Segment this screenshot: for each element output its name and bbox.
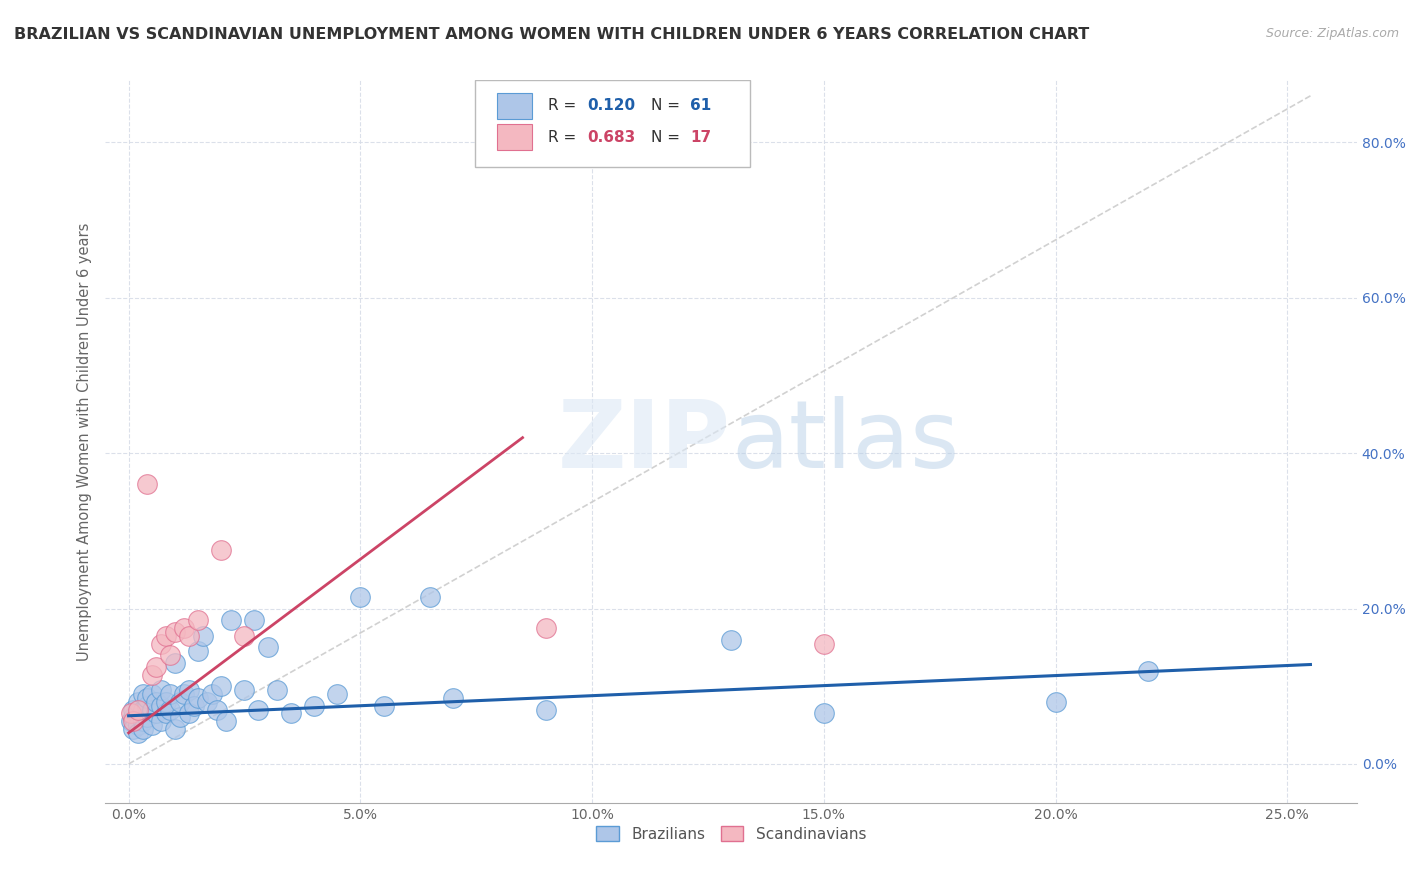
Point bbox=[145, 706, 167, 721]
Point bbox=[813, 706, 835, 721]
Point bbox=[177, 706, 200, 721]
Point bbox=[266, 683, 288, 698]
Point bbox=[187, 690, 209, 705]
Point bbox=[136, 690, 159, 705]
Legend: Brazilians, Scandinavians: Brazilians, Scandinavians bbox=[589, 818, 873, 849]
Point bbox=[141, 667, 163, 681]
Point bbox=[209, 543, 232, 558]
Point bbox=[534, 621, 557, 635]
Point bbox=[159, 648, 181, 663]
Text: BRAZILIAN VS SCANDINAVIAN UNEMPLOYMENT AMONG WOMEN WITH CHILDREN UNDER 6 YEARS C: BRAZILIAN VS SCANDINAVIAN UNEMPLOYMENT A… bbox=[14, 27, 1090, 42]
Point bbox=[155, 629, 177, 643]
Text: 0.120: 0.120 bbox=[588, 98, 636, 113]
Point bbox=[205, 702, 228, 716]
Text: ZIP: ZIP bbox=[558, 395, 731, 488]
Point bbox=[441, 690, 464, 705]
Point bbox=[169, 710, 191, 724]
Point bbox=[191, 629, 214, 643]
Point bbox=[131, 714, 153, 729]
Point bbox=[136, 477, 159, 491]
Text: R =: R = bbox=[548, 130, 582, 145]
Point bbox=[169, 695, 191, 709]
Point bbox=[242, 613, 264, 627]
Point bbox=[163, 656, 186, 670]
FancyBboxPatch shape bbox=[475, 80, 749, 167]
Point bbox=[177, 629, 200, 643]
Point bbox=[534, 702, 557, 716]
Point bbox=[122, 714, 145, 729]
Point bbox=[159, 702, 181, 716]
Point bbox=[127, 706, 149, 721]
Text: N =: N = bbox=[651, 130, 685, 145]
Point bbox=[127, 726, 149, 740]
Text: N =: N = bbox=[651, 98, 685, 113]
Point bbox=[197, 695, 219, 709]
Point bbox=[302, 698, 325, 713]
Point bbox=[131, 702, 153, 716]
Point bbox=[187, 613, 209, 627]
Point bbox=[233, 629, 256, 643]
Point bbox=[127, 718, 149, 732]
Point bbox=[136, 710, 159, 724]
Point bbox=[131, 722, 153, 736]
Point bbox=[349, 590, 371, 604]
Point bbox=[163, 722, 186, 736]
Point bbox=[150, 698, 173, 713]
Point bbox=[233, 683, 256, 698]
Point bbox=[173, 621, 195, 635]
Text: 0.683: 0.683 bbox=[588, 130, 636, 145]
Text: Source: ZipAtlas.com: Source: ZipAtlas.com bbox=[1265, 27, 1399, 40]
Point bbox=[122, 702, 145, 716]
FancyBboxPatch shape bbox=[498, 124, 531, 151]
Point bbox=[1137, 664, 1160, 678]
Point bbox=[120, 706, 142, 721]
Text: atlas: atlas bbox=[731, 395, 959, 488]
Point bbox=[141, 687, 163, 701]
FancyBboxPatch shape bbox=[498, 93, 531, 119]
Point bbox=[150, 636, 173, 650]
Point bbox=[145, 660, 167, 674]
Point bbox=[183, 698, 205, 713]
Point bbox=[813, 636, 835, 650]
Point bbox=[127, 695, 149, 709]
Point bbox=[173, 687, 195, 701]
Point bbox=[720, 632, 742, 647]
Point bbox=[141, 718, 163, 732]
Point bbox=[120, 714, 142, 729]
Point bbox=[1045, 695, 1067, 709]
Point bbox=[373, 698, 395, 713]
Point bbox=[187, 644, 209, 658]
Text: 17: 17 bbox=[690, 130, 711, 145]
Point bbox=[177, 683, 200, 698]
Point bbox=[131, 687, 153, 701]
Point bbox=[209, 679, 232, 693]
Point bbox=[280, 706, 302, 721]
Point bbox=[326, 687, 349, 701]
Point bbox=[247, 702, 270, 716]
Text: R =: R = bbox=[548, 98, 582, 113]
Point bbox=[141, 702, 163, 716]
Point bbox=[150, 683, 173, 698]
Point bbox=[122, 710, 145, 724]
Point bbox=[419, 590, 441, 604]
Y-axis label: Unemployment Among Women with Children Under 6 years: Unemployment Among Women with Children U… bbox=[76, 222, 91, 661]
Text: 61: 61 bbox=[690, 98, 711, 113]
Point bbox=[155, 695, 177, 709]
Point bbox=[159, 687, 181, 701]
Point bbox=[145, 695, 167, 709]
Point bbox=[219, 613, 242, 627]
Point bbox=[150, 714, 173, 729]
Point bbox=[163, 624, 186, 639]
Point bbox=[201, 687, 224, 701]
Point bbox=[122, 722, 145, 736]
Point bbox=[215, 714, 238, 729]
Point bbox=[136, 698, 159, 713]
Point bbox=[256, 640, 278, 655]
Point bbox=[155, 706, 177, 721]
Point bbox=[127, 702, 149, 716]
